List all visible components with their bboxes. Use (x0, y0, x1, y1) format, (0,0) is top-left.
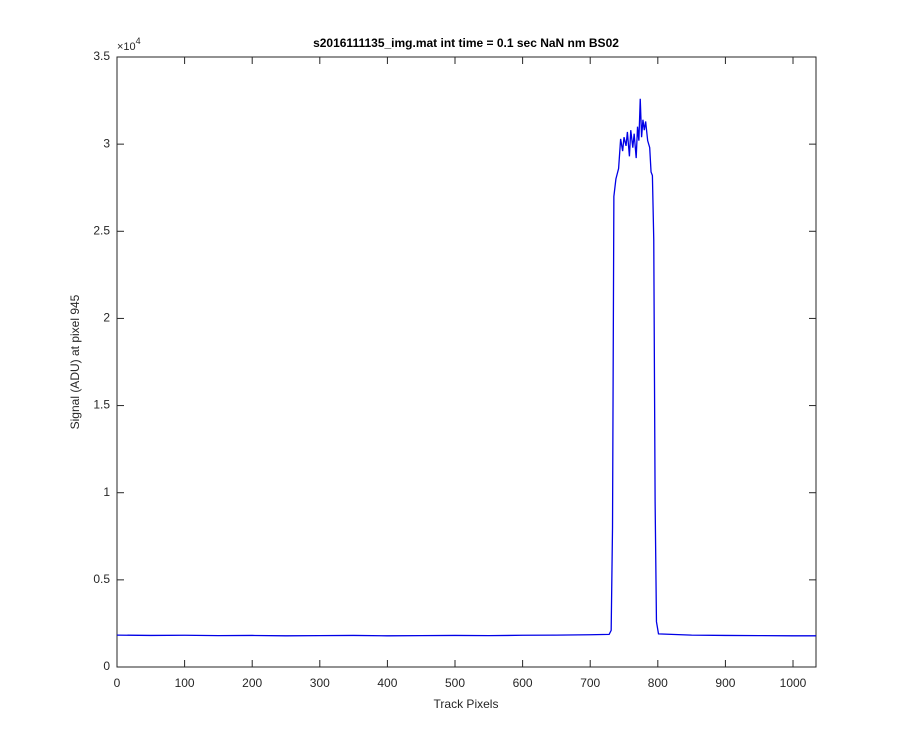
y-tick-label: 3 (103, 136, 110, 150)
x-tick-label: 900 (715, 676, 735, 690)
x-tick-label: 600 (513, 676, 533, 690)
x-tick-label: 0 (114, 676, 121, 690)
y-axis-label: Signal (ADU) at pixel 945 (68, 294, 82, 429)
y-tick-label: 2 (103, 311, 110, 325)
x-tick-label: 500 (445, 676, 465, 690)
y-tick-label: 2.5 (93, 223, 110, 237)
y-tick-label: 0 (103, 659, 110, 673)
x-tick-label: 700 (580, 676, 600, 690)
plot-area (116, 56, 817, 668)
multiplier-base: ×10 (117, 41, 136, 53)
chart-title: s2016111135_img.mat int time = 0.1 sec N… (313, 36, 619, 50)
x-tick-label: 200 (242, 676, 262, 690)
y-tick-label: 0.5 (93, 572, 110, 586)
x-tick-label: 800 (648, 676, 668, 690)
y-tick-label: 1.5 (93, 398, 110, 412)
y-multiplier: ×104 (117, 36, 141, 53)
x-tick-label: 400 (377, 676, 397, 690)
data-line (116, 98, 816, 637)
x-tick-label: 300 (310, 676, 330, 690)
x-tick-label: 100 (175, 676, 195, 690)
y-tick-label: 3.5 (93, 49, 110, 63)
multiplier-exponent: 4 (136, 36, 141, 46)
x-tick-label: 1000 (780, 676, 807, 690)
y-tick-label: 1 (103, 485, 110, 499)
x-axis-label: Track Pixels (434, 697, 499, 711)
